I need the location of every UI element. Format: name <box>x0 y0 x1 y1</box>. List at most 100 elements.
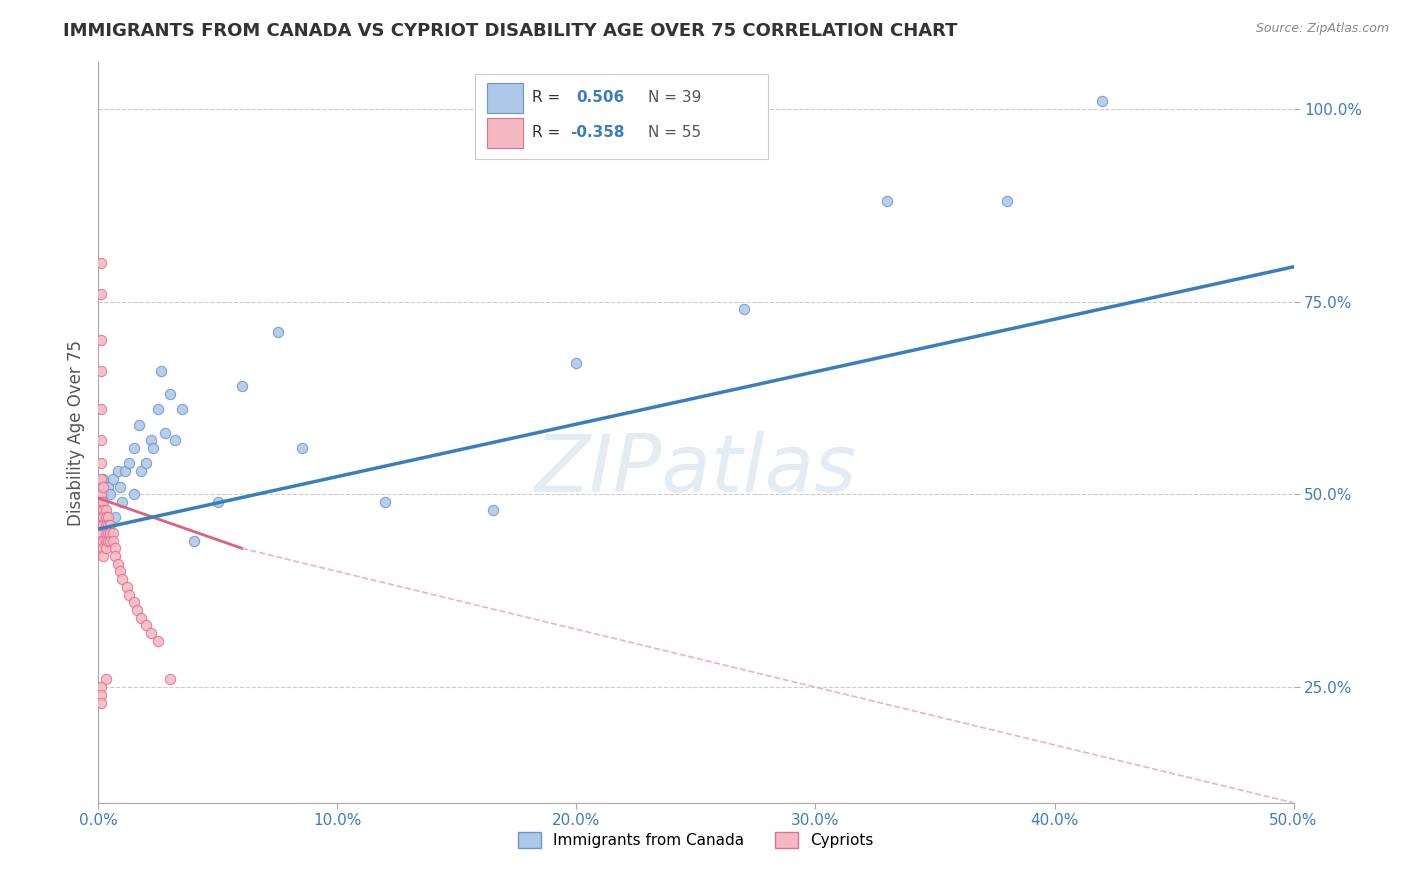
Point <box>183 533 205 548</box>
Point <box>142 441 165 455</box>
Point <box>159 673 181 687</box>
Text: -0.358: -0.358 <box>571 125 626 140</box>
Point <box>91 549 114 563</box>
Point <box>104 549 127 563</box>
Point <box>90 495 112 509</box>
FancyBboxPatch shape <box>486 118 523 147</box>
Point <box>139 626 162 640</box>
Y-axis label: Disability Age Over 75: Disability Age Over 75 <box>66 340 84 525</box>
Point <box>90 688 112 702</box>
Point <box>1091 94 1114 108</box>
Point <box>118 457 141 471</box>
FancyBboxPatch shape <box>486 83 523 112</box>
Point <box>115 580 138 594</box>
Point <box>90 364 112 378</box>
Point <box>94 518 117 533</box>
Point <box>111 572 134 586</box>
Point <box>107 557 129 571</box>
Text: N = 55: N = 55 <box>648 125 702 140</box>
Point <box>90 457 112 471</box>
Text: R =: R = <box>533 125 565 140</box>
Point <box>733 302 755 317</box>
Point <box>90 487 112 501</box>
Point <box>291 441 314 455</box>
Point <box>374 495 396 509</box>
Point <box>91 472 114 486</box>
Point <box>98 518 122 533</box>
Text: 0.506: 0.506 <box>576 90 624 105</box>
Point <box>94 525 117 540</box>
Point <box>172 402 194 417</box>
Point <box>135 618 157 632</box>
Point <box>90 472 112 486</box>
Point <box>481 502 505 516</box>
Point <box>94 510 117 524</box>
Point <box>90 510 112 524</box>
Text: Source: ZipAtlas.com: Source: ZipAtlas.com <box>1256 22 1389 36</box>
Point <box>90 533 112 548</box>
Point <box>90 333 112 347</box>
Point <box>125 603 148 617</box>
Point <box>267 326 290 340</box>
Point <box>91 541 114 556</box>
Point <box>159 387 181 401</box>
Point <box>876 194 898 209</box>
Point <box>94 533 117 548</box>
Text: N = 39: N = 39 <box>648 90 702 105</box>
Point <box>114 464 136 478</box>
Point <box>97 518 120 533</box>
Point <box>131 610 153 624</box>
Point <box>101 472 124 486</box>
Text: IMMIGRANTS FROM CANADA VS CYPRIOT DISABILITY AGE OVER 75 CORRELATION CHART: IMMIGRANTS FROM CANADA VS CYPRIOT DISABI… <box>63 22 957 40</box>
Point <box>135 457 157 471</box>
Point <box>148 402 170 417</box>
Point <box>94 673 117 687</box>
Point <box>101 525 124 540</box>
Point <box>98 533 122 548</box>
Point <box>108 565 131 579</box>
Point <box>124 441 146 455</box>
Point <box>148 633 170 648</box>
Point <box>155 425 177 440</box>
Legend: Immigrants from Canada, Cypriots: Immigrants from Canada, Cypriots <box>512 826 880 855</box>
Point <box>139 434 162 448</box>
Point <box>90 286 112 301</box>
Point <box>97 510 120 524</box>
Text: R =: R = <box>533 90 565 105</box>
Point <box>90 680 112 694</box>
Point <box>97 525 120 540</box>
Point <box>995 194 1018 209</box>
Point <box>101 533 124 548</box>
Point <box>124 487 146 501</box>
Point <box>97 518 120 533</box>
Point <box>149 364 172 378</box>
Point <box>94 541 117 556</box>
Point <box>94 502 117 516</box>
Point <box>104 541 127 556</box>
Point <box>131 464 153 478</box>
Point <box>231 379 253 393</box>
Point <box>90 434 112 448</box>
Point <box>128 417 150 432</box>
Point <box>98 525 122 540</box>
Point <box>104 510 127 524</box>
Point <box>91 487 114 501</box>
Point <box>107 464 129 478</box>
Point <box>163 434 186 448</box>
Point <box>90 696 112 710</box>
Text: ZIPatlas: ZIPatlas <box>534 431 858 508</box>
FancyBboxPatch shape <box>475 73 768 159</box>
Point <box>111 495 134 509</box>
Point <box>97 480 120 494</box>
Point <box>207 495 229 509</box>
Point <box>97 533 120 548</box>
Point <box>124 595 146 609</box>
Point <box>91 533 114 548</box>
Point <box>118 588 141 602</box>
Point <box>565 356 588 370</box>
Point <box>90 402 112 417</box>
Point <box>98 487 122 501</box>
Point <box>108 480 131 494</box>
Point <box>91 502 114 516</box>
Point <box>90 502 112 516</box>
